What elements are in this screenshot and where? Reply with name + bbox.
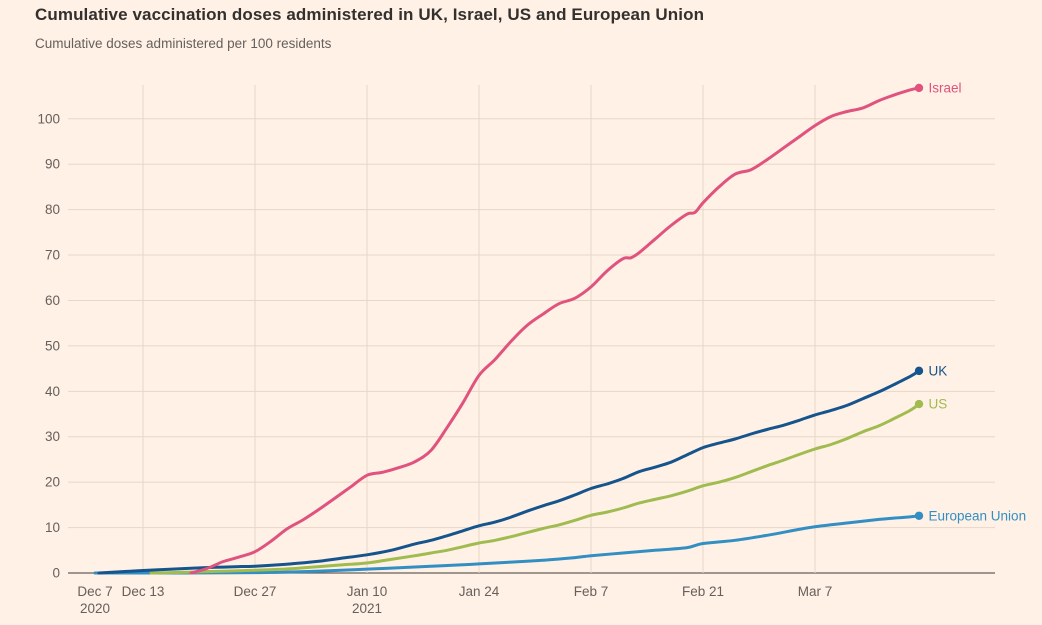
- y-tick-label: 0: [52, 566, 60, 581]
- x-tick-label: Feb 21: [682, 584, 724, 599]
- y-tick-label: 20: [45, 475, 60, 490]
- y-tick-label: 100: [37, 111, 60, 126]
- series-end-dot-us: [914, 399, 924, 409]
- y-tick-label: 40: [45, 384, 60, 399]
- y-tick-label: 10: [45, 520, 60, 535]
- series-end-dot-israel: [914, 83, 924, 93]
- y-tick-label: 90: [45, 157, 60, 172]
- x-tick-sublabel: 2021: [352, 601, 382, 616]
- x-tick-label: Jan 10: [347, 584, 388, 599]
- chart-title: Cumulative vaccination doses administere…: [35, 5, 705, 24]
- x-tick-label: Feb 7: [574, 584, 609, 599]
- x-tick-label: Mar 7: [798, 584, 833, 599]
- series-line-us: [149, 402, 921, 575]
- series-line-european-union: [93, 514, 921, 575]
- y-tick-label: 30: [45, 429, 60, 444]
- series-end-dot-uk: [914, 366, 924, 376]
- y-tick-label: 60: [45, 293, 60, 308]
- x-tick-sublabel: 2020: [80, 601, 110, 616]
- series-label-uk: UK: [929, 363, 948, 378]
- series-label-european-union: European Union: [929, 508, 1027, 523]
- x-tick-label: Dec 27: [234, 584, 277, 599]
- chart-subtitle: Cumulative doses administered per 100 re…: [35, 36, 332, 51]
- x-tick-label: Dec 7: [77, 584, 112, 599]
- y-tick-label: 70: [45, 248, 60, 263]
- series-label-us: US: [929, 397, 948, 412]
- x-tick-label: Jan 24: [459, 584, 500, 599]
- series-line-israel: [189, 86, 921, 575]
- y-tick-label: 80: [45, 202, 60, 217]
- series-line-uk: [97, 369, 921, 575]
- x-tick-label: Dec 13: [122, 584, 165, 599]
- series-label-israel: Israel: [929, 80, 962, 95]
- series-end-dot-european-union: [914, 511, 924, 520]
- y-tick-label: 50: [45, 338, 60, 353]
